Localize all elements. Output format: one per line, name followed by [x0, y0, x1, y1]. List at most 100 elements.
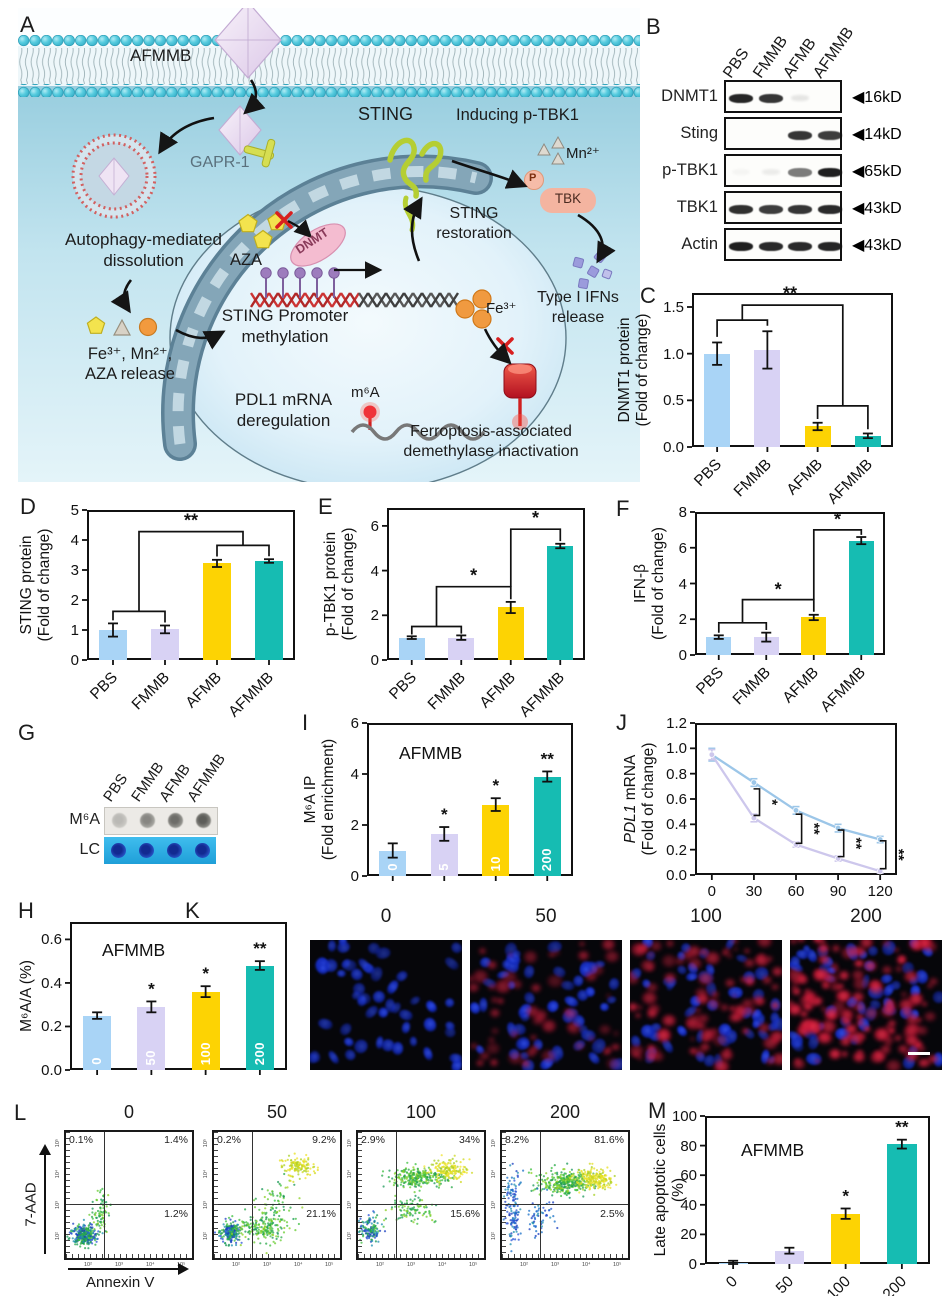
bar-F-FMMB — [753, 637, 779, 655]
bar-E-FMMB — [448, 637, 475, 660]
l-title-0: 0 — [123, 1102, 134, 1122]
chart-svg-H: AFMMB**** — [65, 938, 267, 1075]
dose-label-H-100: 100 — [197, 1041, 213, 1065]
xtick-J-90: 90 — [829, 883, 847, 900]
kd-marker-3: ◀43kD — [852, 200, 902, 217]
svg-text:AFMMB: AFMMB — [102, 940, 165, 960]
ytick-M-100: 100 — [671, 1108, 697, 1125]
ytick-J-1.2: 1.2 — [666, 715, 687, 732]
pct-upper-right: 34% — [458, 1134, 480, 1146]
demethylase-enzyme — [503, 363, 537, 430]
ytick-C-1.5: 1.5 — [663, 299, 684, 316]
panel-l-letter: L — [14, 1100, 27, 1125]
released-cargo-icons — [113, 317, 158, 337]
ylabel-D: STING protein (Fold of change) — [18, 528, 53, 642]
lipid-tails — [18, 48, 640, 84]
methylation-marks — [260, 267, 340, 298]
k-title-200: 200 — [850, 906, 882, 927]
panel-m-chart-apoptosis: AFMMB * ** 0 20 40 60 80 100 Late apoptotic cells… — [642, 1096, 942, 1296]
l-ytick: 10⁵ — [55, 1138, 62, 1148]
y-minor-ticks — [358, 1132, 362, 1258]
bar-E-PBS — [398, 637, 425, 660]
l-ytick: 10⁴ — [55, 1169, 62, 1179]
blot-box-p-TBK1 — [724, 154, 842, 187]
lc-blot-strip — [104, 837, 216, 864]
blot-row-label-DNMT1: DNMT1 — [661, 87, 718, 105]
sig-label-C: ** — [783, 284, 797, 304]
pct-upper-right: 81.6% — [594, 1134, 624, 1146]
l-xtick: 10³ — [551, 1262, 559, 1268]
l-xtick: 10² — [84, 1262, 92, 1268]
xtick-J-60: 60 — [787, 883, 805, 900]
ytick-H-0.4: 0.4 — [41, 974, 62, 992]
flow-plot-50: 0.2% 9.2% 21.1% — [212, 1130, 342, 1260]
bar-H-100 — [191, 991, 220, 1070]
mn-icon — [113, 318, 131, 336]
y-minor-ticks — [502, 1132, 506, 1258]
panel-e-chart-ptbk1: * * 0 2 4 6 p-TBK1 protein (Fold of change) PBS F… — [316, 492, 621, 721]
svg-text:AFMMB: AFMMB — [741, 1140, 804, 1160]
blot-row-label-p-TBK1: p-TBK1 — [662, 161, 718, 179]
panel-j-chart-pdl1: * ** ** ** 0.0 0.2 0.4 0.6 0.8 1.0 1.2 PDL1 mRNA (Fo… — [612, 708, 938, 910]
panel-i-letter: I — [302, 710, 309, 735]
ytick-I-2: 2 — [350, 817, 359, 834]
bar-F-PBS — [706, 637, 732, 655]
dose-label-I-10: 10 — [487, 855, 503, 871]
ytick-H-0.2: 0.2 — [41, 1018, 62, 1036]
l-xtick: 10² — [232, 1262, 240, 1268]
autophagy-label: Autophagy-mediated dissolution — [65, 230, 222, 270]
ytick-H-0.6: 0.6 — [41, 931, 62, 949]
k-title-100: 100 — [690, 906, 722, 927]
panel-a-illustration — [18, 1, 640, 491]
l-ytick: 10² — [54, 1232, 61, 1240]
ytick-E-6: 6 — [370, 517, 379, 535]
quadrant-hline — [214, 1203, 340, 1205]
chart-svg-I: AFMMB**** — [362, 722, 554, 881]
band-Actin-AFMMB — [817, 241, 842, 251]
dna-helix — [249, 292, 460, 308]
pct-lower-right: 21.1% — [306, 1208, 336, 1220]
ytick-F-0: 0 — [678, 647, 687, 664]
x-axis-arrowhead — [178, 1263, 189, 1275]
l-title-50: 50 — [266, 1102, 288, 1122]
sting-promoter-label: STING Promoter methylation — [221, 306, 349, 346]
ytick-D-3: 3 — [70, 562, 79, 579]
quadrant-hline — [358, 1203, 484, 1205]
l-xtick: 10⁵ — [325, 1262, 334, 1268]
ytick-M-20: 20 — [680, 1226, 697, 1244]
ytick-M-60: 60 — [680, 1167, 697, 1185]
sig-label-F: * — [834, 510, 841, 530]
pct-upper-left: 0.2% — [217, 1134, 241, 1146]
ytick-J-1.0: 1.0 — [666, 740, 687, 758]
flow-plot-0: 0.1% 1.4% 1.2% — [64, 1130, 194, 1260]
l-xlabel: Annexin V — [86, 1274, 155, 1291]
bar-H-50 — [137, 1006, 166, 1070]
lane-label-PBS: PBS — [720, 45, 753, 82]
ytick-F-2: 2 — [678, 611, 687, 629]
sig-bracket-J: ** — [890, 849, 907, 861]
band-DNMT1-PBS — [729, 93, 753, 103]
ytick-D-1: 1 — [70, 622, 79, 639]
band-TBK1-PBS — [729, 204, 753, 214]
band-TBK1-AFMB — [788, 204, 812, 214]
fe-mn-aza-release-label: Fe³⁺, Mn²⁺, AZA release — [85, 345, 175, 384]
fe-ions — [455, 289, 492, 329]
band-Actin-PBS — [729, 241, 753, 251]
band-Sting-AFMB — [788, 130, 812, 140]
l-xtick: 10² — [376, 1262, 384, 1268]
ylabel-M: Late apoptotic cells (%) — [652, 1123, 687, 1257]
ytick-J-0.4: 0.4 — [666, 816, 687, 834]
y-minor-ticks — [214, 1132, 218, 1258]
tbk-protein — [540, 188, 596, 213]
g-lane-label-AFMMB: AFMMB — [184, 750, 230, 805]
membrane-inner-leaflet — [18, 84, 640, 97]
blot-box-Actin — [724, 228, 842, 261]
x-minor-ticks — [214, 1254, 340, 1258]
panel-h-chart-m6a: AFMMB * * ** 0.0 0.2 0.4 0.6 M⁶A/A (%) 0 50 100 200 — [10, 896, 297, 1096]
bar-D-AFMMB — [255, 561, 283, 660]
k-image-0 — [310, 940, 462, 1070]
lc-dot-PBS — [110, 843, 126, 858]
ylabel-E: p-TBK1 protein (Fold of change) — [322, 527, 357, 641]
pct-upper-right: 1.4% — [164, 1134, 188, 1146]
aza-label: AZA — [229, 251, 263, 269]
